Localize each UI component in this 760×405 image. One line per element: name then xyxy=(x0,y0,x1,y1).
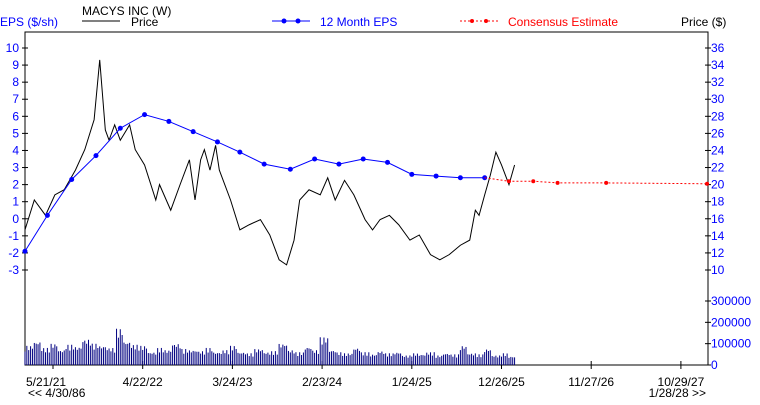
consensus-point xyxy=(506,179,511,184)
eps-point xyxy=(237,149,243,155)
eps-tick-label: -1 xyxy=(8,229,19,243)
legend-consensus-label: Consensus Estimate xyxy=(508,15,618,29)
eps-point xyxy=(360,156,366,162)
legend-consensus-marker xyxy=(470,19,474,23)
right-axis-label: Price ($) xyxy=(681,15,726,29)
price-tick-label: 16 xyxy=(711,212,725,226)
eps-point xyxy=(93,153,99,159)
legend-price-label: Price xyxy=(131,15,159,29)
eps-point xyxy=(457,175,463,181)
price-tick-label: 14 xyxy=(711,229,725,243)
eps-point xyxy=(166,118,172,124)
range-start-link[interactable]: << 4/30/86 xyxy=(28,386,86,400)
eps-point xyxy=(385,159,391,165)
price-tick-label: 18 xyxy=(711,195,725,209)
eps-tick-label: 4 xyxy=(12,143,19,157)
eps-point xyxy=(214,139,220,145)
x-tick-label: 1/24/25 xyxy=(392,375,432,389)
price-tick-label: 28 xyxy=(711,109,725,123)
price-tick-label: 36 xyxy=(711,41,725,55)
volume-tick-label: 300000 xyxy=(711,294,751,308)
eps-line xyxy=(24,114,485,252)
price-tick-label: 26 xyxy=(711,126,725,140)
eps-point xyxy=(409,171,415,177)
eps-point xyxy=(69,176,75,182)
x-tick-label: 12/26/25 xyxy=(478,375,525,389)
price-tick-label: 24 xyxy=(711,143,725,157)
left-axis-label: EPS ($/sh) xyxy=(0,15,58,29)
legend-eps-label: 12 Month EPS xyxy=(320,15,397,29)
legend-consensus: Consensus Estimate xyxy=(460,15,618,29)
eps-point xyxy=(287,166,293,172)
x-tick-label: 4/22/22 xyxy=(123,375,163,389)
x-tick-label: 5/21/21 xyxy=(26,375,66,389)
eps-point xyxy=(336,161,342,167)
eps-tick-label: 6 xyxy=(12,109,19,123)
eps-tick-label: 10 xyxy=(6,41,20,55)
x-tick-label: 2/23/24 xyxy=(302,375,342,389)
price-tick-label: 10 xyxy=(711,263,725,277)
eps-point xyxy=(117,125,123,131)
eps-point xyxy=(312,156,318,162)
legend-eps: 12 Month EPS xyxy=(272,15,397,29)
eps-tick-label: 3 xyxy=(12,161,19,175)
eps-point xyxy=(142,112,148,118)
legend-price: Price xyxy=(82,15,159,29)
volume-tick-label: 200000 xyxy=(711,315,751,329)
eps-tick-label: 2 xyxy=(12,178,19,192)
eps-point xyxy=(190,129,196,135)
eps-tick-label: -3 xyxy=(8,263,19,277)
eps-point xyxy=(22,248,28,254)
consensus-line xyxy=(484,177,708,185)
eps-tick-label: 5 xyxy=(12,126,19,140)
consensus-point xyxy=(604,180,609,185)
volume-tick-label: 100000 xyxy=(711,337,751,351)
volume-tick-label: 0 xyxy=(711,358,718,372)
eps-tick-label: 9 xyxy=(12,58,19,72)
eps-point xyxy=(44,212,50,218)
price-tick-label: 20 xyxy=(711,178,725,192)
consensus-point xyxy=(555,180,560,185)
eps-tick-label: 1 xyxy=(12,195,19,209)
x-tick-label: 10/29/27 xyxy=(658,375,705,389)
legend-eps-marker xyxy=(281,18,287,24)
eps-tick-label: 0 xyxy=(12,212,19,226)
consensus-point xyxy=(705,181,710,186)
consensus-point xyxy=(531,179,536,184)
x-tick-label: 3/24/23 xyxy=(212,375,252,389)
legend-eps-marker xyxy=(295,18,301,24)
price-tick-label: 22 xyxy=(711,161,725,175)
eps-point xyxy=(433,173,439,179)
eps-tick-label: 8 xyxy=(12,75,19,89)
eps-point xyxy=(261,161,267,167)
price-tick-label: 30 xyxy=(711,92,725,106)
price-line xyxy=(24,59,516,266)
price-tick-label: 32 xyxy=(711,75,725,89)
plot-frame xyxy=(24,31,709,366)
eps-tick-label: -2 xyxy=(8,246,19,260)
legend-consensus-marker xyxy=(484,19,488,23)
chart-title: MACYS INC (W) xyxy=(82,4,171,18)
range-end-link[interactable]: 1/28/28 >> xyxy=(649,386,706,400)
price-tick-label: 12 xyxy=(711,246,725,260)
eps-tick-label: 7 xyxy=(12,92,19,106)
price-tick-label: 34 xyxy=(711,58,725,72)
x-tick-label: 11/27/26 xyxy=(568,375,614,389)
